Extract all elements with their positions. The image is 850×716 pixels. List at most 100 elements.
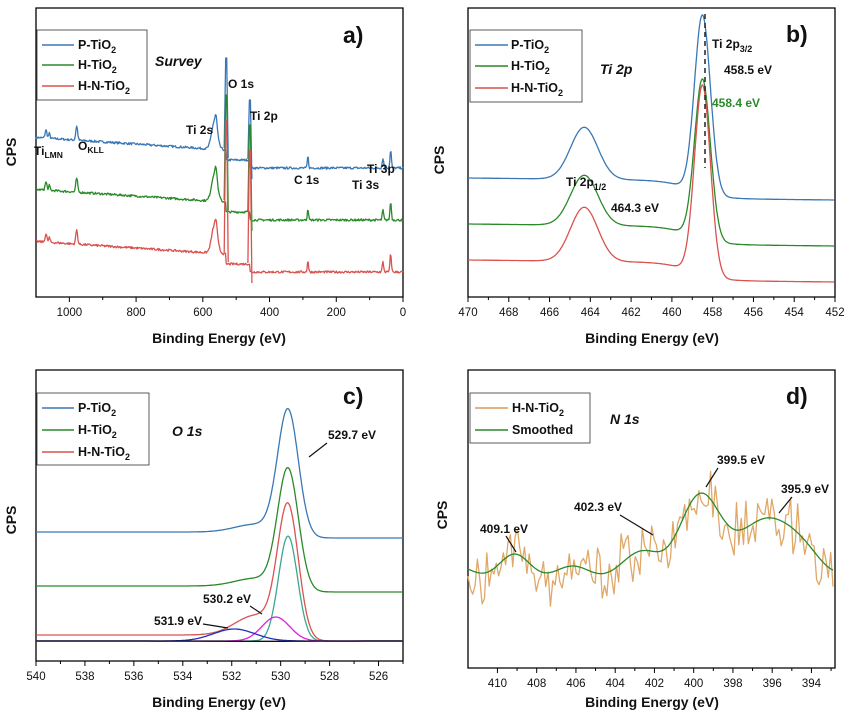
ti2p-peak bbox=[247, 149, 253, 284]
series-line-0 bbox=[35, 114, 404, 170]
x-tick-label: 464 bbox=[581, 307, 601, 319]
legend-entry: H-TiO2 bbox=[78, 58, 117, 75]
annotation-arrow bbox=[249, 605, 263, 615]
annotation: OKLL bbox=[78, 139, 104, 155]
x-axis-title: Binding Energy (eV) bbox=[152, 694, 286, 710]
legend: P-TiO2 H-TiO2 H-N-TiO2 bbox=[36, 29, 148, 101]
annotation: 402.3 eV bbox=[574, 500, 622, 514]
legend-entry: Smoothed bbox=[512, 423, 573, 437]
series-line-2 bbox=[36, 218, 404, 274]
y-axis-title: CPS bbox=[431, 146, 447, 175]
panel-title: O 1s bbox=[172, 423, 203, 439]
x-tick-label: 454 bbox=[785, 307, 805, 319]
series-line-2 bbox=[468, 84, 834, 283]
x-tick-label: 462 bbox=[622, 307, 641, 319]
annotation: TiLMN bbox=[34, 144, 63, 160]
x-tick-label: 538 bbox=[75, 671, 94, 683]
annotation: 529.7 eV bbox=[328, 428, 376, 442]
x-tick-label: 466 bbox=[540, 307, 559, 319]
panel-title: Ti 2p bbox=[600, 61, 633, 77]
legend-entry: H-TiO2 bbox=[78, 423, 117, 440]
annotation-arrow bbox=[778, 496, 793, 514]
legend-entry: P-TiO2 bbox=[78, 38, 116, 55]
x-tick-label: 536 bbox=[124, 671, 143, 683]
fit-component-1 bbox=[36, 616, 403, 642]
x-tick-label: 402 bbox=[645, 678, 664, 690]
x-tick-label: 398 bbox=[723, 678, 742, 690]
annotation-arrow bbox=[308, 442, 328, 458]
series-line-0 bbox=[36, 407, 403, 539]
x-tick-label: 800 bbox=[126, 307, 145, 319]
x-tick-label: 530 bbox=[271, 671, 290, 683]
y-axis-title: CPS bbox=[434, 501, 450, 530]
annotation: 530.2 eV bbox=[203, 592, 251, 606]
x-tick-label: 528 bbox=[320, 671, 339, 683]
legend-box bbox=[36, 392, 150, 466]
annotation: Ti 2s bbox=[186, 123, 213, 137]
x-tick-label: 200 bbox=[327, 307, 346, 319]
annotation: 395.9 eV bbox=[781, 482, 829, 496]
annotation: Ti 3s bbox=[352, 178, 379, 192]
x-tick-label: 400 bbox=[684, 678, 703, 690]
legend-entry: H-N-TiO2 bbox=[78, 445, 130, 462]
x-tick-label: 456 bbox=[744, 307, 763, 319]
x-axis-title: Binding Energy (eV) bbox=[585, 330, 719, 346]
series-line-1 bbox=[467, 492, 834, 575]
legend: H-N-TiO2 Smoothed bbox=[469, 392, 591, 444]
peak-label: Ti 2p3/2 bbox=[712, 37, 752, 54]
annotation: 464.3 eV bbox=[611, 201, 659, 215]
x-ticks: 540 538 536 534 532 530 528 526 bbox=[26, 661, 404, 683]
x-tick-label: 452 bbox=[825, 307, 844, 319]
legend-entry: P-TiO2 bbox=[511, 38, 549, 55]
x-tick-label: 600 bbox=[193, 307, 212, 319]
series-lines bbox=[36, 407, 403, 642]
x-tick-label: 532 bbox=[222, 671, 241, 683]
annotation: 458.4 eV bbox=[712, 96, 760, 110]
x-tick-label: 470 bbox=[458, 307, 477, 319]
annotation-arrow bbox=[705, 467, 719, 488]
annotation: O 1s bbox=[228, 77, 254, 91]
x-tick-label: 460 bbox=[662, 307, 681, 319]
x-tick-label: 534 bbox=[173, 671, 193, 683]
peak-label: Ti 2p1/2 bbox=[566, 175, 606, 192]
panel-label: a) bbox=[343, 22, 363, 48]
panel-c: 540 538 536 534 532 530 528 526 Binding Energy … bbox=[3, 369, 404, 710]
x-ticks: 470 468 466 464 462 460 458 456 454 452 bbox=[458, 297, 845, 319]
x-tick-label: 404 bbox=[606, 678, 626, 690]
x-tick-label: 540 bbox=[26, 671, 45, 683]
series-line-1 bbox=[36, 466, 403, 593]
panel-b: 470 468 466 464 462 460 458 456 454 452 Binding E… bbox=[431, 7, 845, 346]
x-tick-label: 400 bbox=[260, 307, 279, 319]
legend-box bbox=[469, 392, 591, 444]
panel-label: d) bbox=[786, 383, 808, 409]
annotation: 531.9 eV bbox=[154, 614, 202, 628]
y-axis-title: CPS bbox=[3, 138, 19, 167]
legend-entry: H-TiO2 bbox=[511, 59, 550, 76]
x-axis-title: Binding Energy (eV) bbox=[152, 330, 286, 346]
annotation-arrow bbox=[505, 535, 517, 553]
plot-frame bbox=[467, 369, 836, 669]
annotation: Ti 2p bbox=[250, 109, 278, 123]
series-line-2 bbox=[36, 502, 403, 642]
panel-d: 410 408 406 404 402 400 398 396 394 Binding Ener… bbox=[434, 369, 836, 710]
annotation-arrow bbox=[619, 514, 654, 536]
series-lines bbox=[35, 57, 404, 284]
panel-label: c) bbox=[343, 383, 363, 409]
annotation: Ti 3p bbox=[367, 162, 395, 176]
legend-entry: H-N-TiO2 bbox=[512, 401, 564, 418]
series-line-0 bbox=[467, 470, 834, 607]
annotation: 399.5 eV bbox=[717, 453, 765, 467]
x-tick-label: 410 bbox=[488, 678, 507, 690]
annotation: 409.1 eV bbox=[480, 522, 528, 536]
legend-entry: H-N-TiO2 bbox=[78, 79, 130, 96]
x-ticks: 1000 800 600 400 200 0 bbox=[57, 297, 406, 319]
series-line-1 bbox=[468, 78, 834, 247]
series-line-0 bbox=[468, 14, 834, 201]
series-lines bbox=[468, 14, 834, 283]
x-tick-label: 408 bbox=[527, 678, 546, 690]
y-axis-title: CPS bbox=[3, 506, 19, 535]
panel-a: 1000 800 600 400 200 0 Binding Energy (eV) CP… bbox=[3, 7, 406, 346]
annotation-arrow bbox=[202, 623, 229, 629]
o1s-peak bbox=[223, 119, 229, 263]
x-tick-label: 394 bbox=[802, 678, 822, 690]
